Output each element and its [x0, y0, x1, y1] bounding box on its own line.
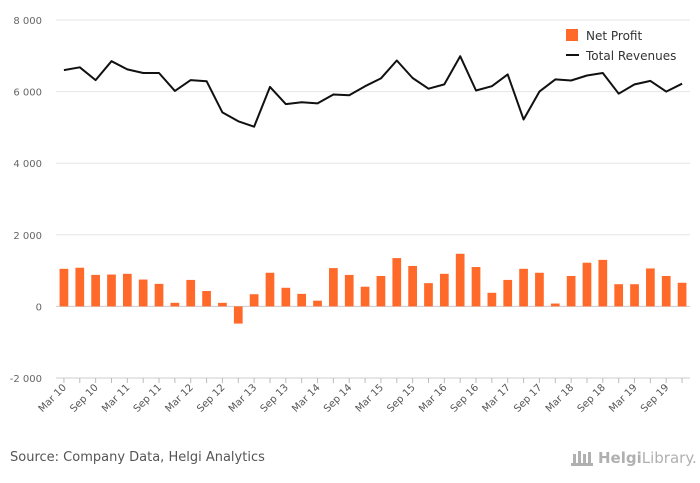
x-tick-label: Mar 10	[37, 382, 69, 414]
net-profit-bar	[297, 293, 307, 307]
net-profit-bar	[424, 283, 433, 307]
x-tick-label: Sep 13	[259, 382, 291, 414]
net-profit-bar	[170, 302, 180, 307]
x-tick-label: Sep 10	[68, 382, 100, 414]
net-profit-bar	[550, 303, 560, 307]
x-tick-label: Mar 19	[607, 382, 639, 414]
x-tick-label: Mar 17	[480, 382, 512, 414]
net-profit-bar	[392, 258, 402, 307]
net-profit-bar	[376, 275, 386, 307]
net-profit-bar	[630, 284, 639, 307]
net-profit-bar	[677, 282, 687, 307]
x-tick-label: Mar 11	[100, 382, 132, 414]
total-revenues-line	[63, 55, 683, 128]
net-profit-bars	[59, 253, 687, 324]
net-profit-bar	[313, 300, 322, 307]
net-profit-bar	[503, 279, 513, 307]
x-tick-label: Sep 19	[639, 382, 671, 414]
net-profit-bar	[138, 279, 148, 307]
net-profit-bar	[566, 275, 576, 307]
legend-label-net-profit: Net Profit	[586, 29, 642, 43]
net-profit-bar	[598, 259, 608, 307]
source-note: Source: Company Data, Helgi Analytics	[10, 450, 265, 465]
net-profit-bar	[265, 272, 275, 307]
net-profit-bar	[122, 273, 132, 307]
x-tick-label: Sep 15	[385, 382, 417, 414]
net-profit-bar	[107, 274, 116, 307]
net-profit-bar	[218, 302, 227, 307]
net-profit-bar	[487, 292, 497, 307]
net-profit-bar	[91, 274, 100, 307]
logo-text-light: Library.	[641, 449, 697, 467]
net-profit-bar	[344, 274, 354, 307]
legend: Net Profit Total Revenues	[566, 29, 676, 63]
y-tick-label: 0	[36, 302, 42, 313]
net-profit-bar	[249, 294, 259, 307]
net-profit-bar	[186, 279, 196, 307]
y-axis-ticks: -2 000 0 2 000 4 000 6 000 8 000	[10, 16, 42, 385]
x-tick-label: Mar 16	[417, 382, 449, 414]
logo-text: HelgiLibrary.	[598, 449, 697, 467]
x-tick-label: Sep 11	[132, 382, 164, 414]
net-profit-bar	[646, 268, 655, 307]
x-tick-label: Sep 14	[322, 382, 354, 414]
y-tick-label: 2 000	[13, 231, 42, 242]
x-axis-ticks: Mar 10 Sep 10 Mar 11 Sep 11 Mar 12 Sep 12 Mar …	[37, 377, 690, 415]
y-tick-label: 6 000	[13, 88, 42, 99]
total-revenues-line-layer	[63, 55, 683, 128]
net-profit-bar	[233, 306, 243, 324]
net-profit-bar	[582, 262, 592, 307]
library-building-icon	[571, 451, 593, 466]
net-profit-bar	[360, 286, 370, 307]
x-tick-label: Mar 15	[354, 382, 386, 414]
x-tick-label: Mar 18	[544, 382, 576, 414]
net-profit-bar	[75, 267, 85, 307]
net-profit-bar	[471, 267, 481, 307]
net-profit-bar	[535, 272, 544, 307]
net-profit-bar	[519, 268, 528, 307]
logo-text-bold: Helgi	[598, 449, 642, 467]
combo-chart: -2 000 0 2 000 4 000 6 000 8 000 Mar 10 Sep 10…	[10, 16, 690, 415]
net-profit-bar	[59, 268, 69, 307]
x-tick-label: Mar 12	[163, 382, 195, 414]
net-profit-bar	[455, 253, 465, 307]
net-profit-bar	[281, 287, 291, 307]
y-tick-label: 4 000	[13, 159, 42, 170]
x-tick-label: Sep 17	[512, 382, 544, 414]
net-profit-bar	[614, 284, 624, 307]
x-tick-label: Mar 13	[227, 382, 259, 414]
net-profit-bar	[202, 291, 211, 307]
legend-swatch-net-profit	[566, 29, 578, 41]
net-profit-bar	[408, 265, 417, 307]
helgi-library-logo: HelgiLibrary.	[570, 448, 697, 468]
x-tick-label: Mar 14	[290, 382, 322, 414]
y-tick-label: 8 000	[13, 16, 42, 27]
net-profit-bar	[661, 275, 671, 307]
x-tick-label: Sep 12	[195, 382, 227, 414]
net-profit-bar	[329, 268, 338, 307]
x-tick-label: Sep 16	[449, 382, 481, 414]
net-profit-bar	[154, 283, 164, 307]
legend-label-total-revenues: Total Revenues	[585, 49, 676, 63]
net-profit-bar	[439, 273, 449, 307]
x-tick-label: Sep 18	[576, 382, 608, 414]
y-tick-label: -2 000	[10, 374, 42, 385]
